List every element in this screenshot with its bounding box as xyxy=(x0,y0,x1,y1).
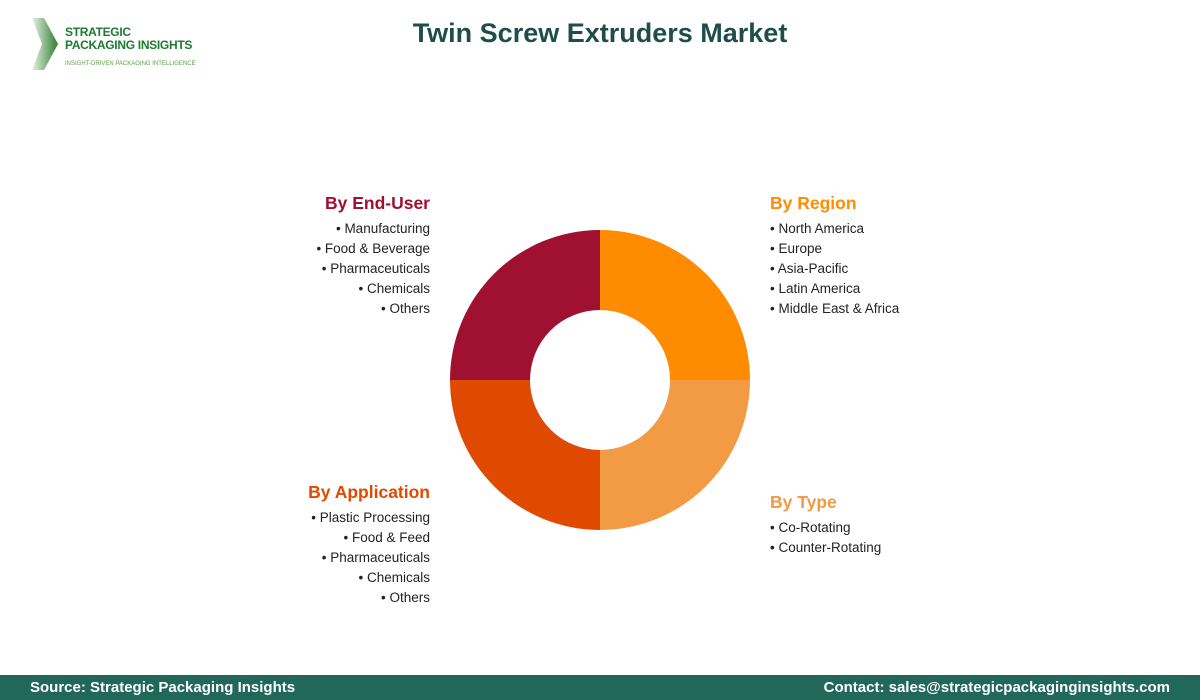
logo-line2: PACKAGING INSIGHTS xyxy=(65,38,193,52)
list-item: Middle East & Africa xyxy=(770,299,899,319)
list-item: Food & Feed xyxy=(308,528,430,548)
page-title: Twin Screw Extruders Market xyxy=(412,18,788,48)
segment-title: By Type xyxy=(770,492,837,512)
donut-slice-by-type xyxy=(600,380,750,530)
list-item: Plastic Processing xyxy=(308,508,430,528)
donut-slice-by-end-user xyxy=(450,230,600,380)
donut-slice-by-region xyxy=(600,230,750,380)
segment-title: By Application xyxy=(308,482,430,502)
list-item: Counter-Rotating xyxy=(770,538,881,558)
logo: STRATEGIC PACKAGING INSIGHTS INSIGHT-DRI… xyxy=(32,18,202,73)
list-item: Co-Rotating xyxy=(770,518,881,538)
list-item: Europe xyxy=(770,239,899,259)
list-item: Pharmaceuticals xyxy=(316,259,430,279)
logo-line1: STRATEGIC xyxy=(65,25,131,39)
list-item: Chemicals xyxy=(316,279,430,299)
list-item: Others xyxy=(316,299,430,319)
contact-text: Contact: sales@strategicpackaginginsight… xyxy=(823,679,1170,696)
list-item: Asia-Pacific xyxy=(770,259,899,279)
segment-title: By End-User xyxy=(324,193,430,213)
logo-tagline: INSIGHT-DRIVEN PACKAGING INTELLIGENCE xyxy=(65,61,196,67)
list-item: Chemicals xyxy=(308,568,430,588)
segment-region: By Region North America Europe Asia-Paci… xyxy=(770,193,899,319)
list-item: Manufacturing xyxy=(316,219,430,239)
list-item: Others xyxy=(308,588,430,608)
list-item: Pharmaceuticals xyxy=(308,548,430,568)
list-item: Latin America xyxy=(770,279,899,299)
footer: Source: Strategic Packaging Insights Con… xyxy=(0,675,1200,700)
chevron-logo-icon xyxy=(32,18,58,70)
segment-title: By Region xyxy=(770,193,857,213)
source-text: Source: Strategic Packaging Insights xyxy=(30,679,296,696)
segment-application: By Application Plastic Processing Food &… xyxy=(308,482,430,608)
segment-type: By Type Co-Rotating Counter-Rotating xyxy=(770,492,881,558)
list-item: North America xyxy=(770,219,899,239)
segment-end-user: By End-User Manufacturing Food & Beverag… xyxy=(316,193,430,319)
donut-slice-by-application xyxy=(450,380,600,530)
list-item: Food & Beverage xyxy=(316,239,430,259)
